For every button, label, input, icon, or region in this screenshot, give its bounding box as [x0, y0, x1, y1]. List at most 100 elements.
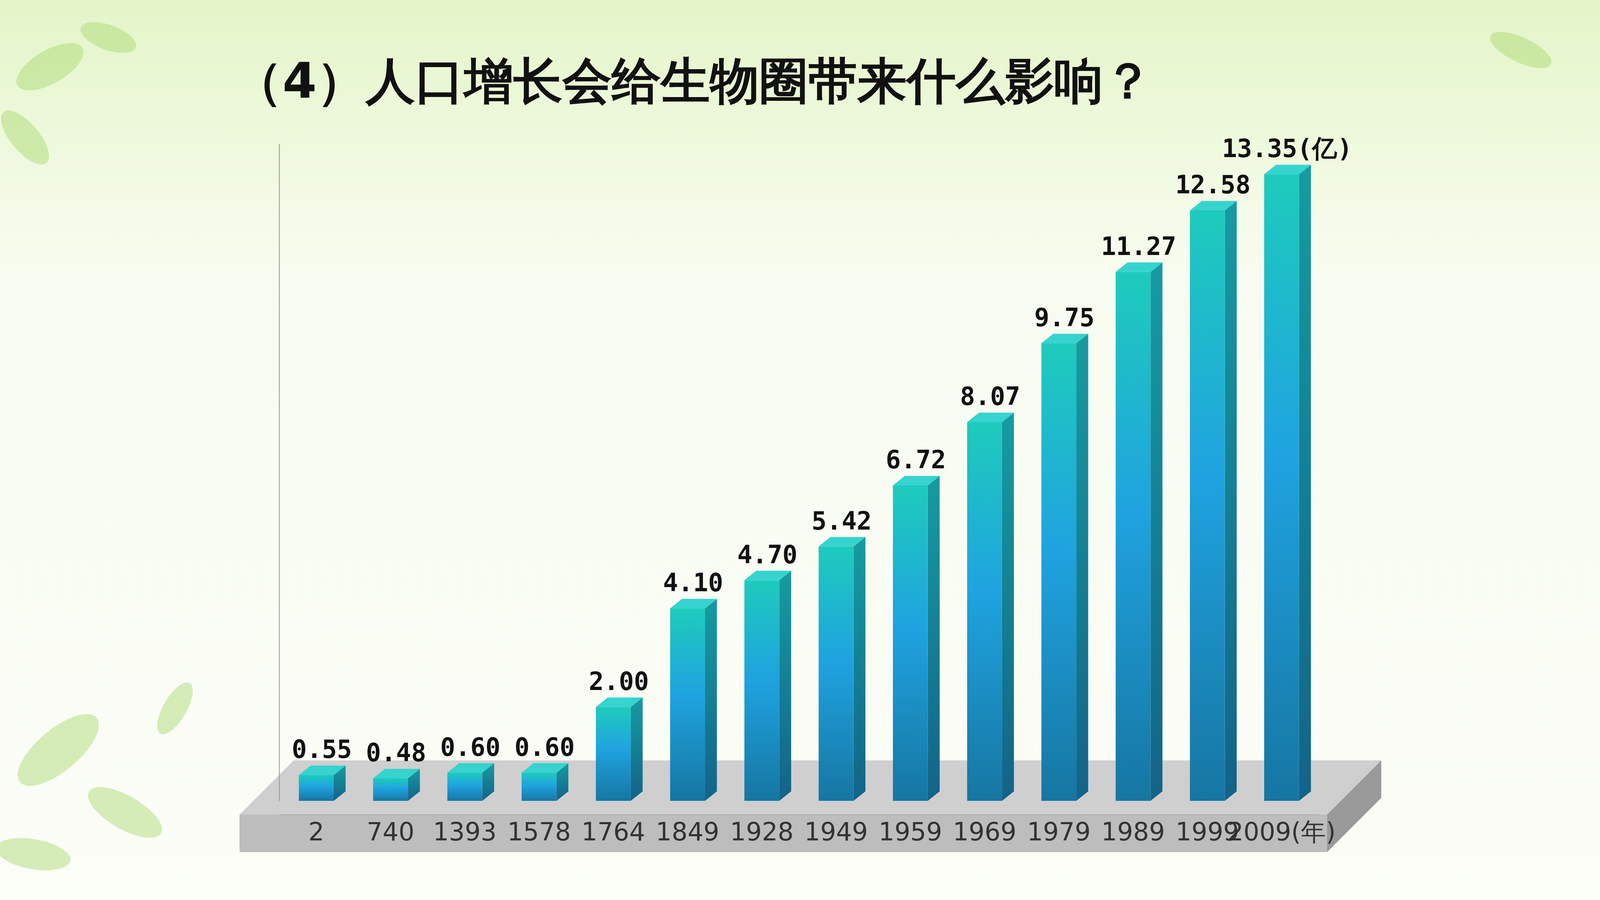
x-tick-label: 2	[308, 817, 325, 847]
x-axis: 2 740 1393 1578 1764 1849 1928 1949 1959 1969 1979…	[279, 814, 1336, 847]
bar	[298, 775, 334, 801]
leaf	[76, 15, 140, 60]
x-tick: 2	[308, 814, 325, 847]
bar	[1041, 343, 1077, 801]
bar-side	[1299, 164, 1312, 801]
bar-side	[630, 697, 643, 801]
x-tick-label: 1764	[581, 817, 646, 847]
x-tick-label: 1989	[1101, 817, 1165, 847]
bar-group	[967, 412, 1014, 801]
bar-top	[298, 765, 346, 775]
bar-group	[892, 475, 940, 801]
data-label: 8.07	[960, 381, 1021, 411]
bar-side	[705, 598, 718, 801]
bar-group	[744, 570, 792, 801]
background	[0, 0, 1600, 900]
bar-top	[372, 768, 420, 779]
bar	[521, 772, 557, 801]
bar-group	[818, 537, 866, 801]
data-label: 4.10	[662, 567, 724, 598]
bar-top	[744, 570, 792, 581]
x-tick-label: 1949	[804, 817, 868, 847]
data-label: 4.70	[737, 540, 798, 570]
x-tick: 1393	[432, 814, 497, 847]
bar-group	[298, 765, 346, 801]
leaf	[0, 832, 73, 876]
x-tick-label: 1959	[878, 817, 943, 847]
bar-side	[927, 475, 940, 801]
y-axis-line	[279, 144, 280, 802]
data-labels: 0.550.480.600.602.004.104.705.426.728.07…	[291, 133, 1353, 768]
bar	[372, 778, 408, 801]
bar-group	[521, 763, 569, 801]
floor-front	[239, 814, 1328, 853]
bar-group	[1041, 333, 1088, 801]
bar-top	[521, 763, 569, 773]
x-tick-label: 740	[366, 817, 415, 847]
bar-group	[670, 598, 717, 801]
x-tick: 1959	[878, 814, 943, 847]
data-label: 9.75	[1034, 302, 1095, 333]
bar-group	[1264, 164, 1311, 801]
bar-group	[447, 763, 495, 801]
data-label: 0.55	[291, 734, 353, 764]
title: （4）人口增长会给生物圈带来什么影响？	[233, 52, 1153, 110]
x-tick-label: 1578	[507, 817, 571, 847]
data-label: 5.42	[811, 506, 873, 536]
data-label: 12.58	[1175, 170, 1251, 200]
bar	[595, 707, 631, 801]
x-tick-label: 1979	[1027, 817, 1091, 847]
x-tick: 1989	[1101, 814, 1165, 847]
bar	[447, 772, 483, 801]
bar-top	[595, 697, 643, 708]
x-tick: 1979	[1027, 814, 1091, 847]
bar	[818, 546, 854, 801]
x-tick: 2009(年)	[1227, 814, 1336, 847]
leaf	[1485, 24, 1557, 76]
bar-top	[447, 763, 495, 773]
data-label: 0.60	[440, 732, 501, 762]
bar-side	[1225, 200, 1238, 801]
x-tick: 1578	[507, 814, 571, 847]
bar-top	[1041, 333, 1088, 344]
bar-side	[1076, 333, 1089, 801]
data-label: 0.48	[365, 737, 427, 768]
bar-group	[372, 768, 420, 801]
decoration	[0, 15, 1557, 876]
leaf	[80, 777, 170, 848]
bar	[670, 608, 705, 801]
bar-top	[670, 598, 717, 609]
x-tick: 1949	[804, 814, 868, 847]
data-label: 11.27	[1100, 231, 1177, 261]
bar-side	[779, 570, 792, 801]
x-tick-label: 1393	[432, 817, 497, 847]
x-tick-label: 1849	[655, 817, 720, 847]
bar	[1115, 272, 1151, 801]
x-tick: 1849	[655, 814, 720, 847]
bar-top	[967, 412, 1014, 423]
leaf	[0, 102, 58, 173]
x-tick: 1928	[730, 814, 794, 847]
data-label: 13.35(亿)	[1222, 133, 1353, 163]
leaf	[6, 702, 110, 799]
x-tick: 1969	[952, 814, 1017, 847]
leaf	[150, 677, 200, 740]
chart: （4）人口增长会给生物圈带来什么影响？ 0.55 0.48 0.60 0.60 2.00 4…	[0, 0, 1600, 900]
bar-group	[1190, 200, 1237, 801]
bar	[744, 580, 780, 801]
x-tick: 740	[366, 814, 415, 847]
x-tick: 1764	[581, 814, 646, 847]
bar-top	[1115, 262, 1163, 273]
bar-top	[818, 537, 866, 547]
bar-group	[1115, 262, 1163, 801]
x-tick-label: 2009(年)	[1227, 817, 1336, 847]
x-tick-label: 1969	[952, 817, 1017, 847]
bar	[1264, 174, 1300, 801]
bar-side	[1150, 262, 1163, 801]
bar-side	[853, 537, 866, 801]
data-label: 0.60	[514, 732, 575, 762]
bar-top	[1190, 200, 1237, 211]
x-axis-line	[279, 814, 1320, 816]
bar-side	[1002, 412, 1015, 801]
data-label: 2.00	[588, 666, 650, 696]
